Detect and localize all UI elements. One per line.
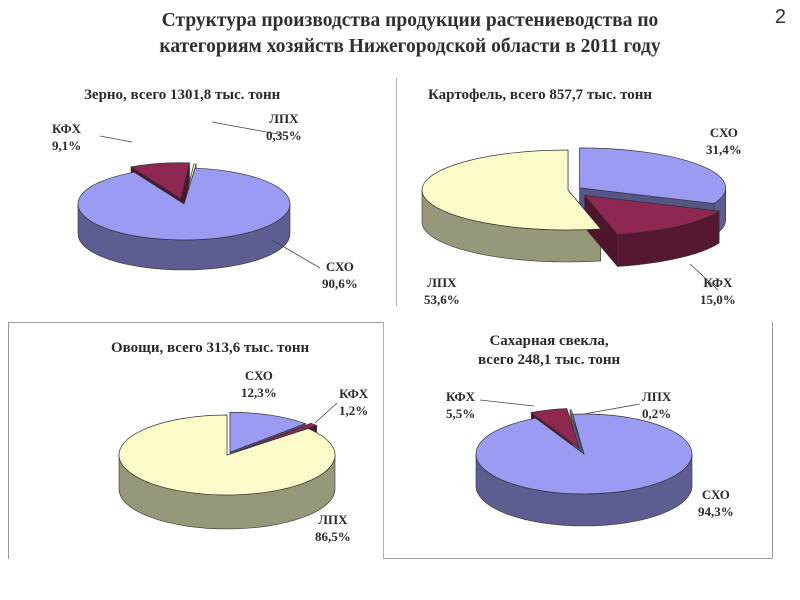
leader-veg-kfh	[314, 402, 338, 424]
beet-kfhх-slice	[530, 408, 581, 450]
pie-chart-grain	[77, 121, 321, 271]
label-beet-sho-value: 94,3%	[698, 504, 734, 519]
chart-title-sugarbeet-line-2: всего 248,1 тыс. тонн	[478, 352, 621, 368]
chart-panel-vegetables: Овощи, всего 313,6 тыс. тонн СХО 12,3% К…	[8, 322, 384, 559]
label-grain-lph: ЛПХ 0,35%	[266, 110, 302, 144]
label-grain-kfh: КФХ 9,1%	[52, 120, 81, 154]
label-beet-lph: ЛПХ 0,2%	[642, 388, 671, 422]
slide-title: Структура производства продукции растени…	[60, 8, 760, 60]
beet-shoо-slice	[475, 413, 693, 495]
veg-shoо-slice	[229, 411, 307, 453]
grain-kfhх-slice	[130, 162, 190, 200]
label-potato-lph-name: ЛПХ	[427, 275, 457, 290]
label-potato-kfh-name: КФХ	[703, 275, 733, 290]
label-potato-sho: СХО 31,4%	[706, 124, 742, 158]
beet-lphх-slice	[569, 409, 584, 450]
chart-title-sugarbeet-line-1: Сахарная свекла,	[489, 333, 609, 349]
label-potato-kfh: КФХ 15,0%	[700, 274, 736, 308]
leader-grain-lph	[211, 121, 289, 137]
label-veg-kfh-name: КФХ	[339, 386, 369, 401]
label-grain-kfh-name: КФХ	[52, 121, 82, 136]
chart-panel-grain: Зерно, всего 1301,8 тыс. тонн КФХ 9,1% Л…	[4, 78, 397, 306]
potato-kfhх-slice	[583, 195, 721, 235]
label-beet-lph-name: ЛПХ	[642, 389, 672, 404]
veg-lphх-slice	[118, 414, 336, 496]
label-veg-lph-name: ЛПХ	[318, 512, 348, 527]
pie-chart-vegetables	[118, 402, 338, 530]
label-veg-sho: СХО 12,3%	[241, 367, 277, 401]
label-potato-lph-value: 53,6%	[424, 292, 460, 307]
label-potato-kfh-value: 15,0%	[700, 292, 736, 307]
chart-title-potato: Картофель, всего 857,7 тыс. тонн	[428, 87, 653, 103]
label-grain-kfh-value: 9,1%	[52, 138, 82, 153]
pie-chart-sugarbeet	[475, 399, 693, 527]
label-grain-sho: СХО 90,6%	[322, 258, 358, 292]
potato-shoо-slice	[579, 147, 727, 204]
page-number: 2	[774, 6, 786, 28]
leader-beet-lph	[583, 403, 641, 415]
label-veg-kfh-value: 1,2%	[339, 403, 369, 418]
label-veg-sho-value: 12,3%	[241, 385, 277, 400]
label-potato-sho-name: СХО	[709, 125, 738, 140]
leader-potato-kfh	[689, 263, 719, 291]
label-veg-lph-value: 86,5%	[315, 529, 351, 544]
potato-lphх-slice	[421, 149, 602, 231]
leader-beet-kfh	[479, 399, 535, 407]
label-veg-kfh: КФХ 1,2%	[339, 385, 368, 419]
chart-title-sugarbeet: Сахарная свекла, всего 248,1 тыс. тонн	[478, 332, 620, 370]
label-beet-kfh-name: КФХ	[446, 389, 476, 404]
label-beet-kfh-value: 5,5%	[446, 406, 476, 421]
label-grain-sho-value: 90,6%	[322, 276, 358, 291]
leader-grain-kfh	[99, 135, 133, 143]
label-beet-lph-value: 0,2%	[642, 406, 672, 421]
chart-title-grain: Зерно, всего 1301,8 тыс. тонн	[84, 87, 281, 103]
label-grain-lph-name: ЛПХ	[269, 111, 299, 126]
slide-title-line-2: категориям хозяйств Нижегородской област…	[159, 36, 661, 57]
chart-panel-potato: Картофель, всего 857,7 тыс. тонн СХО 31,…	[400, 78, 796, 318]
grain-shoо-slice	[77, 167, 291, 241]
pie-chart-potato	[421, 147, 727, 291]
label-beet-kfh: КФХ 5,5%	[446, 388, 475, 422]
label-veg-sho-name: СХО	[244, 368, 273, 383]
chart-title-vegetables: Овощи, всего 313,6 тыс. тонн	[111, 340, 310, 356]
label-beet-sho: СХО 94,3%	[698, 486, 734, 520]
slide-title-line-1: Структура производства продукции растени…	[161, 10, 659, 31]
leader-grain-sho	[271, 239, 321, 269]
label-potato-sho-value: 31,4%	[706, 142, 742, 157]
label-grain-lph-value: 0,35%	[266, 128, 302, 143]
label-veg-lph: ЛПХ 86,5%	[315, 511, 351, 545]
label-grain-sho-name: СХО	[325, 259, 354, 274]
chart-panel-sugarbeet: Сахарная свекла, всего 248,1 тыс. тонн К…	[384, 322, 773, 559]
veg-kfhх-slice	[235, 422, 318, 453]
label-potato-lph: ЛПХ 53,6%	[424, 274, 460, 308]
label-beet-sho-name: СХО	[701, 487, 730, 502]
